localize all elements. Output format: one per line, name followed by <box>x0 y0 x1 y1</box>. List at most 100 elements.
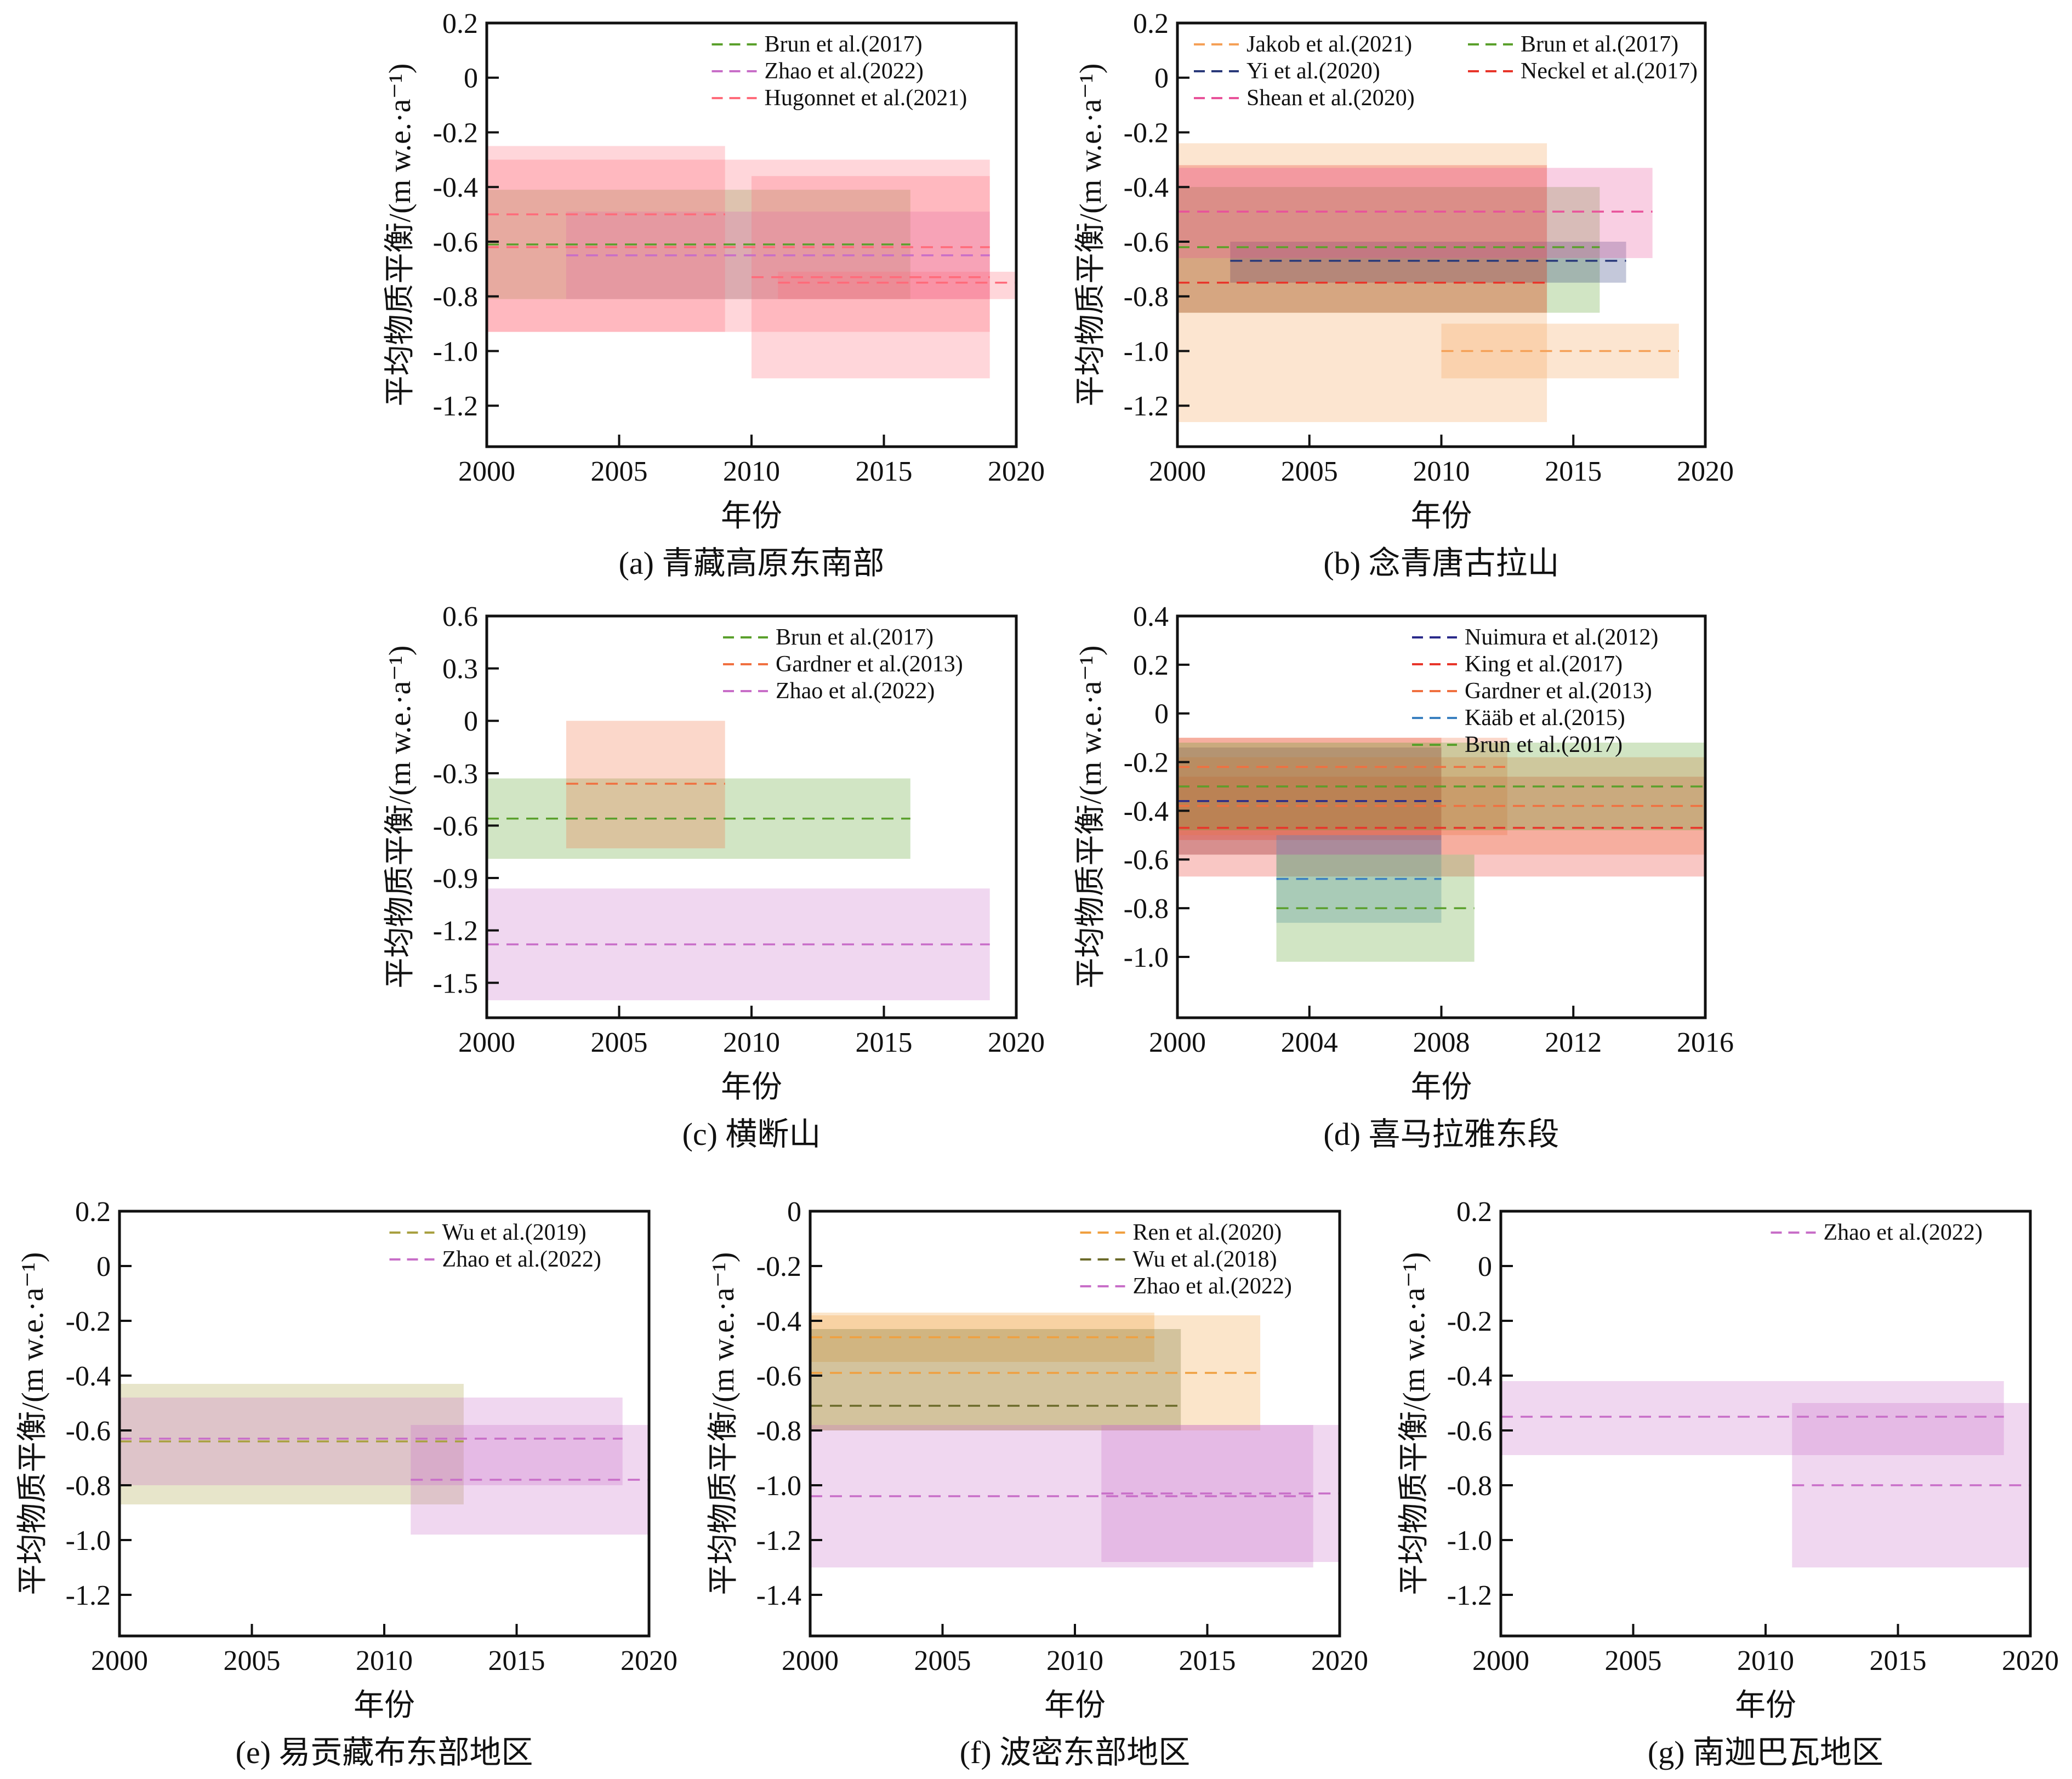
legend: Zhao et al.(2022) <box>1771 1220 1983 1245</box>
x-tick-label: 2000 <box>91 1645 148 1677</box>
x-tick-label: 2005 <box>224 1645 281 1677</box>
legend-entry: Neckel et al.(2017) <box>1521 59 1698 84</box>
y-tick-label: -0.4 <box>756 1306 801 1337</box>
legend-entry: Shean et al.(2020) <box>1246 85 1415 111</box>
x-tick-label: 2010 <box>723 1027 780 1058</box>
panel-caption: (g) 南迦巴瓦地区 <box>1648 1735 1883 1770</box>
legend-entry: Brun et al.(2017) <box>1465 732 1623 757</box>
panel-e: 2000 2005 2010 2015 2020 0.2 0 -0.2 -0.4 -0.6 -0.8… <box>16 1196 678 1770</box>
legend-entry: Nuimura et al.(2012) <box>1465 625 1658 650</box>
x-tick-label: 2020 <box>1311 1645 1368 1677</box>
y-tick-label: -0.6 <box>433 811 478 842</box>
x-tick-label: 2010 <box>1413 456 1470 487</box>
x-tick-label: 2005 <box>914 1645 971 1677</box>
y-tick-label: 0.2 <box>442 8 478 39</box>
legend-entry: Yi et al.(2020) <box>1246 59 1380 84</box>
x-tick-label: 2010 <box>356 1645 413 1677</box>
y-tick-label: -1.2 <box>433 916 478 947</box>
x-tick-label: 2020 <box>988 1027 1045 1058</box>
x-tick-label: 2010 <box>1046 1645 1103 1677</box>
x-tick-label: 2010 <box>1737 1645 1794 1677</box>
uncertainty-box <box>778 271 1016 299</box>
x-tick-label: 2015 <box>1179 1645 1236 1677</box>
y-axis-label: 平均物质平衡/(m w.e.·a⁻¹) <box>1397 1252 1431 1595</box>
y-tick-label: -0.8 <box>1124 282 1169 313</box>
panel-a: 2000 2005 2010 2015 2020 0.2 0 -0.2 -0.4 -0.6 -0.8… <box>383 8 1045 581</box>
x-tick-label: 2005 <box>1281 456 1338 487</box>
y-tick-label: -0.6 <box>756 1361 801 1392</box>
uncertainty-box <box>1177 738 1442 840</box>
x-tick-label: 2015 <box>856 1027 913 1058</box>
y-tick-label: -0.2 <box>1447 1306 1492 1337</box>
panel-caption: (e) 易贡藏布东部地区 <box>236 1735 533 1770</box>
legend-entry: Zhao et al.(2022) <box>776 678 935 704</box>
x-axis-label: 年份 <box>1044 1689 1106 1723</box>
uncertainty-box <box>487 159 990 332</box>
y-tick-label: -1.0 <box>1124 942 1169 973</box>
uncertainty-boxes <box>119 1384 649 1535</box>
legend-entry: Gardner et al.(2013) <box>776 652 963 677</box>
x-tick-label: 2020 <box>621 1645 678 1677</box>
mean-lines <box>487 213 1016 284</box>
panel-f: 2000 2005 2010 2015 2020 0 -0.2 -0.4 -0.6 -0.8 -1.… <box>707 1196 1368 1770</box>
x-tick-label: 2020 <box>1677 456 1734 487</box>
y-tick-label: -0.8 <box>433 282 478 313</box>
x-tick-label: 2012 <box>1545 1027 1602 1058</box>
y-tick-label: -0.2 <box>756 1251 801 1282</box>
y-tick-label: -0.4 <box>1447 1361 1492 1392</box>
y-tick-label: -0.8 <box>66 1470 111 1502</box>
y-tick-label: -0.4 <box>433 172 478 203</box>
y-tick-label: 0.4 <box>1133 601 1169 632</box>
uncertainty-boxes <box>810 1313 1340 1567</box>
x-tick-label: 2010 <box>723 456 780 487</box>
x-axis-label: 年份 <box>1411 1070 1472 1104</box>
y-tick-label: -1.0 <box>756 1470 801 1502</box>
mean-lines <box>1177 766 1705 909</box>
y-tick-label: -0.8 <box>1447 1470 1492 1502</box>
y-tick-label: -1.0 <box>433 336 478 367</box>
y-tick-label: -1.2 <box>1124 391 1169 422</box>
y-tick-label: -0.4 <box>66 1361 111 1392</box>
legend: Ren et al.(2020)Wu et al.(2018)Zhao et a… <box>1080 1220 1292 1299</box>
y-tick-label: 0 <box>1478 1251 1492 1282</box>
panel-caption: (f) 波密东部地区 <box>960 1735 1190 1770</box>
y-axis-label: 平均物质平衡/(m w.e.·a⁻¹) <box>1074 64 1108 407</box>
y-tick-label: -1.2 <box>1447 1580 1492 1611</box>
y-tick-label: -0.8 <box>756 1416 801 1447</box>
legend: Brun et al.(2017)Gardner et al.(2013)Zha… <box>723 625 963 704</box>
legend-entry: Zhao et al.(2022) <box>1824 1220 1983 1245</box>
x-tick-label: 2005 <box>1605 1645 1662 1677</box>
x-axis-label: 年份 <box>1411 499 1472 533</box>
y-axis-label: 平均物质平衡/(m w.e.·a⁻¹) <box>1074 646 1108 989</box>
panel-d: 2000 2004 2008 2012 2016 0.4 0.2 0 -0.2 -0.4 -0.6 -… <box>1074 601 1734 1152</box>
y-tick-label: -1.0 <box>66 1525 111 1556</box>
y-tick-label: 0 <box>464 63 478 94</box>
y-tick-label: -0.2 <box>1124 117 1169 149</box>
legend-entry: Wu et al.(2018) <box>1133 1247 1277 1272</box>
uncertainty-box <box>1177 168 1653 258</box>
x-tick-label: 2000 <box>1472 1645 1529 1677</box>
legend-entry: Wu et al.(2019) <box>442 1220 587 1245</box>
legend-entry: King et al.(2017) <box>1465 652 1623 677</box>
y-tick-label: -0.2 <box>1124 748 1169 779</box>
y-axis-label: 平均物质平衡/(m w.e.·a⁻¹) <box>383 646 417 989</box>
legend-entry: Hugonnet et al.(2021) <box>765 85 967 111</box>
y-axis-label: 平均物质平衡/(m w.e.·a⁻¹) <box>707 1252 741 1595</box>
y-tick-label: -1.2 <box>66 1580 111 1611</box>
panel-c: 2000 2005 2010 2015 2020 0.6 0.3 0 -0.3 -0.6 -0.9 -… <box>383 601 1045 1152</box>
y-tick-label: -0.6 <box>1124 227 1169 258</box>
mean-lines <box>1501 1416 2030 1486</box>
y-tick-label: -0.2 <box>66 1306 111 1337</box>
x-tick-label: 2000 <box>458 456 515 487</box>
uncertainty-box <box>487 888 990 1001</box>
panel-caption: (d) 喜马拉雅东段 <box>1323 1116 1559 1152</box>
x-tick-label: 2015 <box>488 1645 545 1677</box>
y-tick-label: 0 <box>787 1196 801 1228</box>
y-tick-label: 0.3 <box>442 654 478 685</box>
legend: Nuimura et al.(2012)King et al.(2017)Gar… <box>1412 625 1658 757</box>
legend-entry: Ren et al.(2020) <box>1133 1220 1282 1245</box>
y-tick-label: -1.5 <box>433 968 478 999</box>
y-tick-label: 0.2 <box>1133 8 1169 39</box>
